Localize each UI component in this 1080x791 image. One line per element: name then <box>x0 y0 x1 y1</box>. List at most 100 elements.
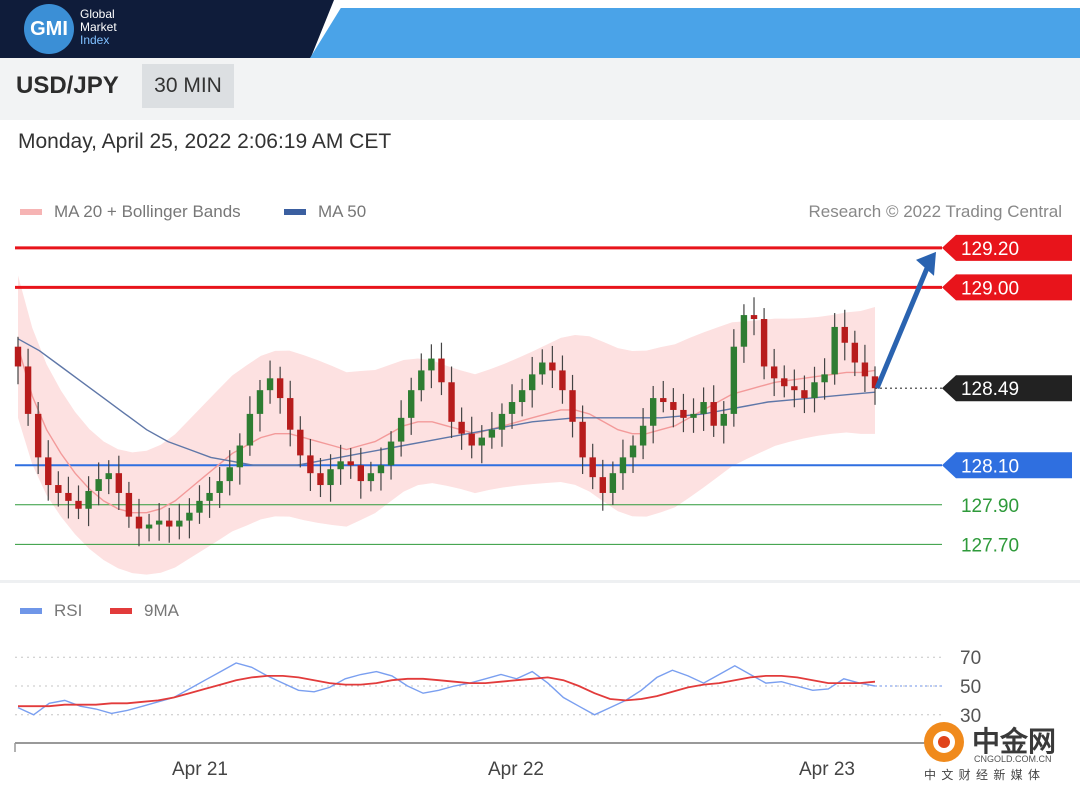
candle-body <box>629 445 637 458</box>
candle-body <box>236 445 244 468</box>
candle-body <box>367 473 375 482</box>
ma50-label: MA 50 <box>318 202 367 221</box>
candle-body <box>740 315 748 347</box>
candle-body <box>45 457 52 486</box>
candle-body <box>347 461 354 466</box>
candle-body <box>55 485 62 493</box>
top-banner: GMI Global Market Index <box>0 0 1080 58</box>
candle-body <box>619 457 627 474</box>
candle-body <box>609 473 617 493</box>
candle-body <box>670 402 677 410</box>
level-label-127.70: 127.70 <box>961 535 1019 556</box>
rsi-swatch <box>20 608 42 614</box>
x-tick-label: Apr 21 <box>172 759 228 780</box>
candle-body <box>498 413 506 430</box>
level-tag-128.10 <box>942 452 1072 479</box>
candle-body <box>760 319 768 367</box>
candle-body <box>256 390 264 414</box>
candle-body <box>781 378 788 387</box>
x-tick-label: Apr 22 <box>488 759 544 780</box>
candle-body <box>95 479 102 491</box>
candle-body <box>700 402 707 414</box>
candle-body <box>14 346 22 367</box>
rsi-line <box>17 662 876 716</box>
timeframe-button[interactable]: 30 MIN <box>142 64 234 108</box>
candle-body <box>690 413 697 418</box>
candle-body <box>458 421 465 434</box>
candle-body <box>579 421 586 458</box>
logo-line-2: Market <box>80 20 117 34</box>
candle-body <box>770 366 778 379</box>
candle-body <box>357 465 364 482</box>
candle-body <box>337 461 344 470</box>
candle-body <box>24 366 32 414</box>
rsi-tick-label: 70 <box>960 648 981 669</box>
candle-body <box>276 378 284 399</box>
candle-body <box>287 398 294 430</box>
cngold-subtitle: 中 文 财 经 新 媒 体 <box>924 768 1042 782</box>
candle-body <box>750 315 758 320</box>
cngold-title: 中金网 <box>972 726 1057 757</box>
rsi-label: RSI <box>54 601 83 620</box>
legend-ma50: MA 50 <box>284 202 366 222</box>
candle-body <box>418 370 425 391</box>
candles <box>14 297 879 547</box>
logo-line-1: Global <box>80 7 115 21</box>
candle-body <box>549 362 556 371</box>
candle-body <box>801 390 808 399</box>
candle-body <box>680 409 687 418</box>
cngold-watermark: 中金网 CNGOLD.COM.CN 中 文 财 经 新 媒 体 <box>920 718 1080 788</box>
candle-body <box>539 362 546 375</box>
candle-body <box>599 477 606 493</box>
rsi-tick-label: 30 <box>960 706 981 727</box>
level-tag-128.49 <box>942 375 1072 402</box>
projection-arrow-shaft <box>874 264 931 390</box>
cngold-logo-icon <box>924 722 964 762</box>
rsi-ma-swatch <box>110 608 132 614</box>
logo-line-3: Index <box>80 33 110 47</box>
x-tick-label: Apr 23 <box>799 759 855 780</box>
candle-body <box>660 398 667 403</box>
level-label-129.20: 129.20 <box>961 239 1019 260</box>
level-tag-129.00 <box>942 274 1072 301</box>
candle-body <box>861 362 869 377</box>
ma50-swatch <box>284 209 306 215</box>
panel-separator <box>0 580 1080 583</box>
candle-body <box>125 492 133 517</box>
candle-body <box>428 358 435 371</box>
candle-body <box>478 437 485 446</box>
projection-arrow-head <box>916 251 936 276</box>
candle-body <box>791 386 798 391</box>
candle-body <box>589 457 596 478</box>
candle-body <box>831 326 838 375</box>
candle-body <box>377 465 385 474</box>
candle-body <box>448 382 455 422</box>
candle-body <box>246 413 254 446</box>
candle-body <box>649 398 657 426</box>
instrument-pair: USD/JPY <box>16 72 119 99</box>
candle-body <box>811 382 818 399</box>
candle-body <box>720 413 727 426</box>
candle-body <box>559 370 566 391</box>
candle-body <box>508 402 516 414</box>
rsi-ma-line <box>18 675 876 708</box>
gmi-logo-text: Global Market Index <box>80 8 117 47</box>
gmi-logo[interactable]: GMI <box>24 4 74 54</box>
level-label-128.10: 128.10 <box>961 456 1019 477</box>
legend-rsi: RSI <box>20 601 82 621</box>
candle-body <box>518 390 526 403</box>
candle-body <box>226 467 233 482</box>
ma20-swatch <box>20 209 42 215</box>
candle-body <box>821 374 828 383</box>
candle-body <box>569 390 576 422</box>
candle-body <box>297 429 304 456</box>
legend-rsi-ma: 9MA <box>110 601 179 621</box>
rsi-tick-label: 50 <box>960 677 981 698</box>
candle-body <box>387 441 395 466</box>
candle-body <box>851 342 859 363</box>
candle-body <box>438 358 445 383</box>
candle-body <box>639 425 647 446</box>
candle-body <box>155 520 163 525</box>
cngold-url: CNGOLD.COM.CN <box>974 754 1052 764</box>
